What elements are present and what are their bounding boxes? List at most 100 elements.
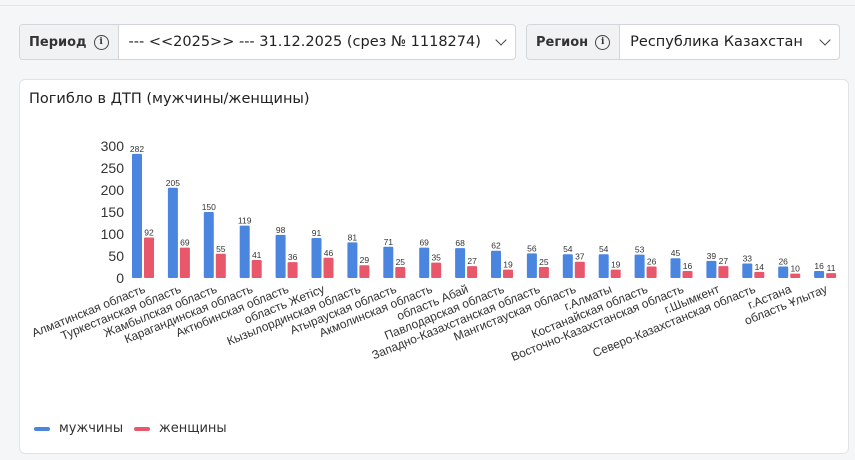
legend-label-men: мужчины (59, 421, 124, 436)
data-label-women: 14 (755, 262, 765, 272)
data-label-women: 11 (827, 263, 836, 273)
data-label-women: 55 (216, 244, 226, 254)
data-label-women: 36 (288, 252, 298, 262)
legend-label-women: женщины (159, 421, 227, 436)
data-label-women: 16 (683, 261, 693, 271)
bar-women (215, 253, 226, 278)
data-label-women: 27 (719, 256, 729, 266)
bar-women (359, 265, 370, 278)
data-label-women: 25 (396, 257, 406, 267)
bar-women (287, 262, 298, 278)
region-filter[interactable]: Регион i Республика Казахстан (526, 24, 840, 60)
region-select[interactable]: Республика Казахстан (620, 25, 839, 59)
bar-men (311, 237, 322, 278)
data-label-women: 10 (790, 264, 800, 274)
bar-women (144, 237, 154, 278)
bar-men (239, 225, 250, 278)
chevron-down-icon[interactable] (495, 34, 507, 46)
bar-women (826, 273, 837, 278)
bar-women (431, 262, 442, 278)
bar-women (251, 259, 262, 278)
bar-women (646, 266, 657, 278)
data-label-men: 56 (527, 243, 537, 253)
bar-men (132, 153, 142, 278)
bar-men (347, 242, 358, 278)
bar-women (718, 266, 729, 278)
data-label-women: 19 (611, 260, 621, 270)
bar-men (491, 250, 501, 278)
data-label-women: 41 (252, 250, 262, 260)
chart-title: Погибло в ДТП (мужчины/женщины) (29, 91, 310, 107)
period-select[interactable]: --- <<2025>> --- 31.12.2025 (срез № 1118… (119, 25, 515, 59)
data-label-women: 46 (324, 248, 334, 258)
data-label-women: 26 (647, 257, 657, 267)
y-tick-label: 50 (108, 248, 124, 264)
bar-women (574, 261, 585, 278)
bar-women (503, 269, 513, 278)
bar-women (323, 257, 334, 278)
data-label-women: 29 (360, 255, 370, 265)
data-label-women: 92 (144, 228, 154, 238)
bar-women (682, 270, 693, 278)
data-label-men: 98 (276, 225, 286, 235)
data-label-women: 35 (431, 253, 441, 263)
data-label-men: 69 (419, 238, 429, 248)
y-tick-label: 0 (116, 270, 124, 286)
bar-men (526, 253, 537, 278)
data-label-men: 16 (814, 261, 824, 271)
data-label-men: 54 (599, 244, 609, 254)
data-label-men: 71 (384, 237, 394, 247)
bar-women (790, 273, 801, 278)
chevron-down-icon[interactable] (819, 34, 831, 46)
info-icon[interactable]: i (93, 34, 109, 50)
data-label-men: 81 (348, 232, 358, 242)
bar-women (395, 267, 406, 278)
bar-men (706, 260, 717, 278)
info-icon[interactable]: i (595, 34, 611, 50)
data-label-men: 282 (130, 144, 144, 154)
data-label-men: 150 (202, 202, 216, 212)
data-label-women: 69 (180, 238, 190, 248)
legend-men[interactable]: мужчины (34, 421, 123, 436)
bar-men (778, 266, 789, 278)
bar-men (562, 254, 573, 278)
bar-women (538, 267, 549, 278)
bar-women (610, 269, 621, 278)
bar-men (167, 187, 178, 278)
data-label-men: 205 (166, 178, 180, 188)
chart-card: Погибло в ДТП (мужчины/женщины) 0 50 100 15… (19, 79, 849, 454)
bar-men (670, 258, 681, 278)
bar-men (419, 247, 430, 278)
bar-men (742, 263, 753, 278)
period-label: Период i (20, 25, 119, 59)
data-label-men: 33 (743, 253, 753, 263)
bar-men (598, 254, 609, 278)
data-label-women: 25 (539, 257, 549, 267)
data-label-men: 119 (238, 216, 252, 226)
period-value: --- <<2025>> --- 31.12.2025 (срез № 1118… (128, 34, 481, 50)
data-label-men: 26 (778, 257, 788, 267)
legend-swatch-men (34, 426, 50, 431)
data-label-women: 37 (575, 252, 585, 262)
bar-women (754, 271, 765, 278)
bar-men (275, 234, 286, 278)
bar-men (814, 270, 825, 278)
bar-women (179, 247, 190, 278)
region-label: Регион i (527, 25, 621, 59)
data-label-men: 62 (491, 241, 501, 251)
bar-men (455, 248, 466, 278)
y-tick-label: 200 (101, 182, 125, 198)
period-filter[interactable]: Период i --- <<2025>> --- 31.12.2025 (ср… (19, 24, 516, 60)
legend-swatch-women (134, 426, 150, 431)
bar-men (203, 212, 214, 278)
data-label-women: 27 (467, 256, 477, 266)
bar-men (383, 246, 394, 278)
bar-women (467, 266, 478, 278)
legend-women[interactable]: женщины (134, 421, 227, 436)
y-tick-label: 250 (101, 160, 125, 176)
data-label-men: 54 (563, 244, 573, 254)
y-tick-label: 300 (101, 138, 125, 154)
data-label-men: 39 (707, 251, 717, 261)
top-divider (0, 5, 855, 6)
